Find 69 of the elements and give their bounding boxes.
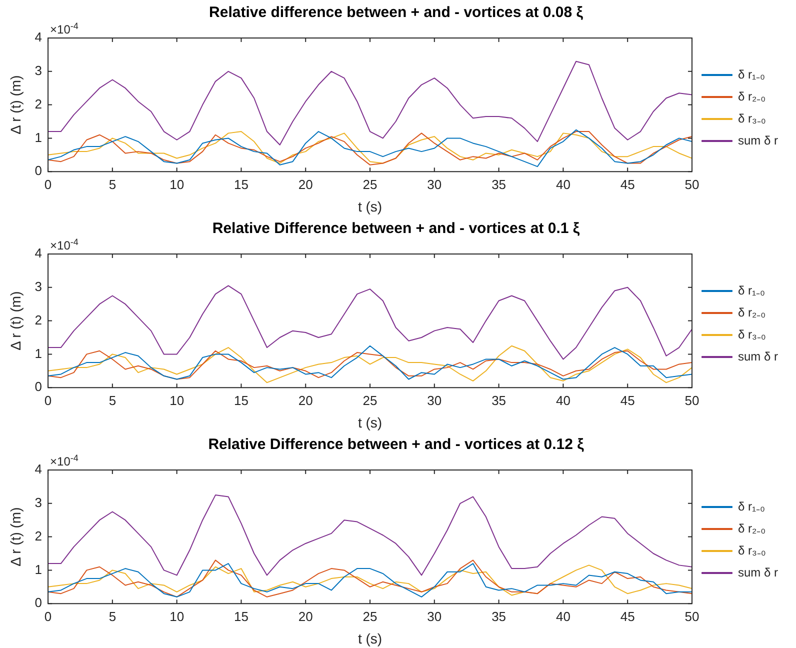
y-tick-label: 1 [34, 346, 42, 361]
x-tick-label: 20 [298, 608, 313, 624]
x-tick-label: 35 [492, 392, 506, 408]
x-tick-label: 15 [234, 608, 248, 624]
x-tick-label: 5 [108, 392, 116, 408]
y-tick-label: 0 [34, 163, 42, 178]
x-tick-label: 15 [234, 176, 248, 192]
y-tick-label: 3 [34, 278, 42, 294]
x-tick-label: 15 [234, 392, 248, 408]
y-tick-label: 4 [34, 30, 42, 45]
y-tick-label: 0 [34, 595, 42, 610]
y-axis-title: Δ r (t) (m) [7, 75, 24, 134]
x-tick-label: 0 [44, 176, 52, 192]
y-axis-title: Δ r (t) (m) [7, 291, 24, 350]
y-tick-label: 2 [34, 312, 42, 328]
legend-label: δ r₂₋₀ [738, 89, 766, 104]
x-tick-label: 35 [492, 608, 506, 624]
legend-label: sum δ r [738, 133, 778, 148]
y-tick-label: 2 [34, 96, 42, 112]
x-tick-label: 0 [44, 608, 52, 624]
x-tick-label: 35 [492, 176, 506, 192]
y-tick-label: 0 [34, 379, 42, 394]
x-tick-label: 45 [620, 176, 635, 192]
y-tick-label: 2 [34, 528, 42, 544]
x-tick-label: 25 [362, 176, 378, 192]
y-tick-label: 3 [34, 62, 42, 78]
y-tick-label: 1 [34, 130, 42, 145]
legend-label: δ r₂₋₀ [738, 305, 766, 320]
x-tick-label: 5 [108, 608, 116, 624]
legend-label: δ r₃₋₀ [738, 327, 766, 342]
x-tick-label: 50 [684, 176, 700, 192]
x-axis-title: t (s) [358, 414, 382, 430]
chart-title: Relative Difference between + and - vortices at 0.1 ξ [212, 220, 580, 238]
x-tick-label: 30 [427, 608, 442, 624]
x-tick-label: 45 [620, 608, 635, 624]
x-tick-label: 20 [298, 176, 313, 192]
legend-label: sum δ r [738, 565, 778, 580]
x-tick-label: 10 [170, 392, 184, 408]
y-tick-label: 4 [34, 462, 42, 477]
x-tick-label: 30 [427, 176, 442, 192]
x-tick-label: 20 [298, 392, 313, 408]
x-tick-label: 10 [170, 608, 184, 624]
x-axis-title: t (s) [358, 198, 382, 214]
legend-label: δ r₁₋₀ [738, 283, 766, 298]
y-axis-title: Δ r (t) (m) [7, 507, 24, 566]
chart-title: Relative Difference between + and - vortices at 0.12 ξ [208, 436, 584, 454]
x-tick-label: 50 [684, 392, 700, 408]
x-tick-label: 40 [556, 608, 570, 624]
x-tick-label: 50 [684, 608, 700, 624]
x-tick-label: 25 [362, 608, 378, 624]
legend-label: δ r₃₋₀ [738, 543, 766, 558]
legend-label: δ r₁₋₀ [738, 67, 766, 82]
x-tick-label: 40 [556, 176, 570, 192]
y-tick-label: 4 [34, 246, 42, 261]
x-tick-label: 45 [620, 392, 635, 408]
legend-label: sum δ r [738, 349, 778, 364]
legend-label: δ r₁₋₀ [738, 499, 766, 514]
legend-label: δ r₂₋₀ [738, 521, 766, 536]
x-tick-label: 30 [427, 392, 442, 408]
x-axis-title: t (s) [358, 630, 382, 646]
x-tick-label: 10 [170, 176, 184, 192]
x-tick-label: 0 [44, 392, 52, 408]
x-tick-label: 5 [108, 176, 116, 192]
legend-label: δ r₃₋₀ [738, 111, 766, 126]
x-tick-label: 40 [556, 392, 570, 408]
chart-title: Relative difference between + and - vortices at 0.08 ξ [209, 4, 584, 22]
y-tick-label: 3 [34, 494, 42, 510]
y-tick-label: 1 [34, 562, 42, 577]
x-tick-label: 25 [362, 392, 378, 408]
